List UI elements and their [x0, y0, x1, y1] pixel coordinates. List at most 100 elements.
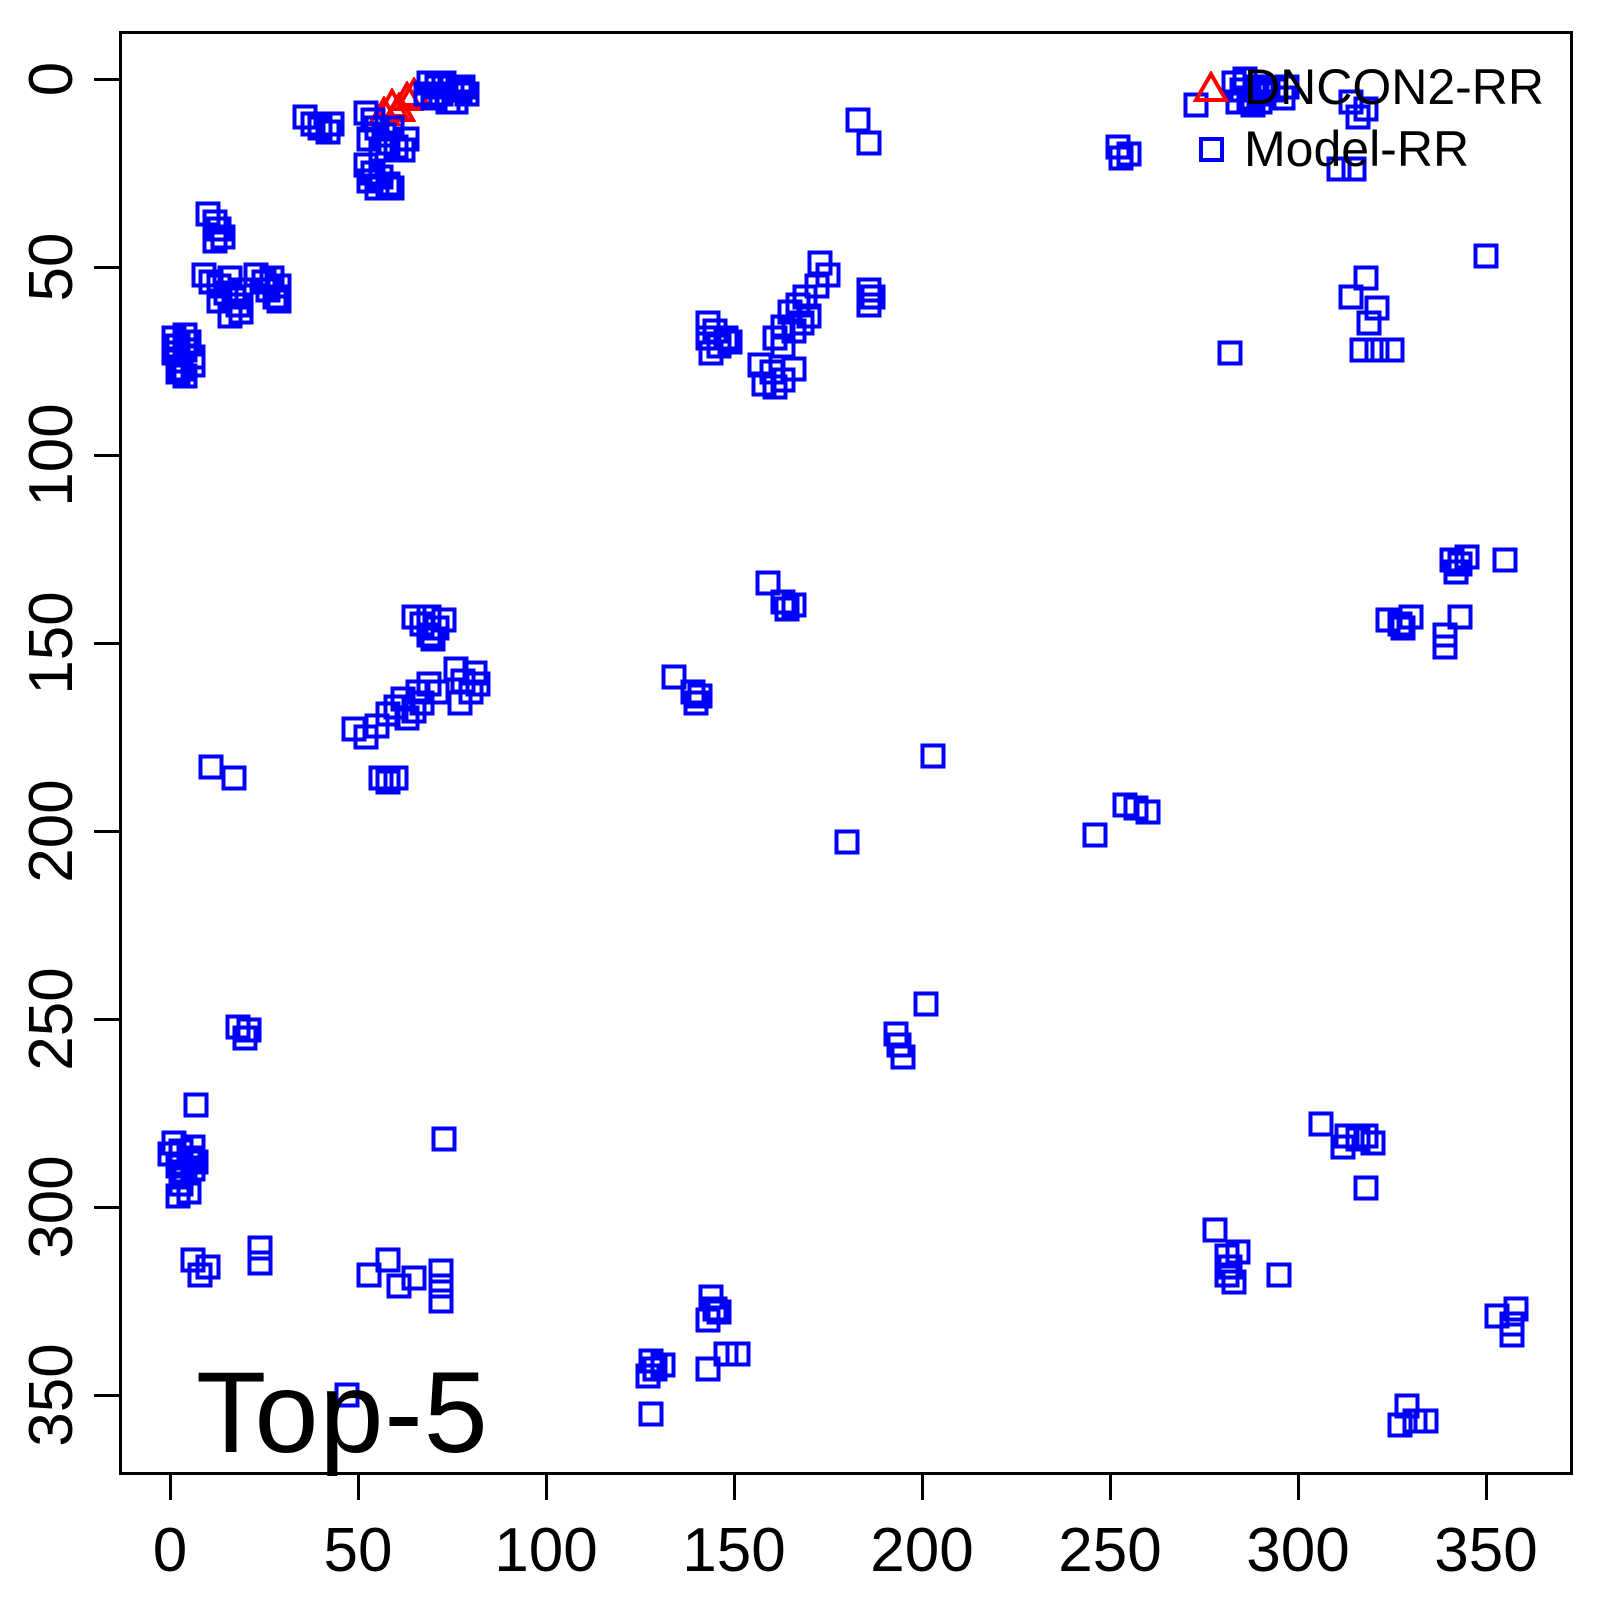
data-point-square: [1413, 1408, 1439, 1434]
data-point-square: [755, 570, 781, 596]
data-point-square: [1349, 337, 1375, 363]
data-point-square: [856, 292, 882, 318]
y-tick-mark: [94, 453, 119, 457]
data-point-square: [725, 1341, 751, 1367]
data-point-square: [465, 671, 491, 697]
data-point-square: [1353, 96, 1379, 122]
data-point-square: [687, 683, 713, 709]
legend-label-dncon2: DNCON2-RR: [1244, 59, 1544, 115]
plot-border: [119, 31, 1573, 1475]
annotation-top5: Top-5: [196, 1349, 489, 1477]
data-point-square: [762, 374, 788, 400]
data-point-square: [394, 705, 420, 731]
y-tick-label: 300: [17, 1155, 86, 1259]
data-point-square: [1108, 145, 1134, 171]
data-point-square: [394, 126, 420, 152]
data-point-square: [1217, 1254, 1243, 1280]
data-point-square: [416, 671, 442, 697]
data-point-square: [1447, 604, 1473, 630]
data-point-square: [259, 265, 285, 291]
x-tick-label: 50: [323, 1516, 393, 1585]
data-point-square: [1492, 547, 1518, 573]
data-point-square: [443, 89, 469, 115]
x-tick-mark: [544, 1475, 548, 1500]
y-tick-mark: [94, 1205, 119, 1209]
data-point-square: [165, 1183, 191, 1209]
data-point-square: [424, 679, 450, 705]
y-tick-label: 100: [17, 403, 86, 507]
x-tick-mark: [1484, 1475, 1488, 1500]
data-point-square: [717, 329, 743, 355]
data-point-square: [386, 1273, 412, 1299]
data-point-square: [183, 1092, 209, 1118]
legend-label-model: Model-RR: [1244, 121, 1470, 177]
data-point-square: [1225, 1239, 1251, 1265]
data-point-square: [706, 1299, 732, 1325]
y-tick-label: 250: [17, 967, 86, 1071]
data-point-square: [375, 701, 401, 727]
data-point-square: [1240, 92, 1266, 118]
data-point-square: [1503, 1296, 1529, 1322]
data-point-square: [1345, 104, 1371, 130]
data-point-square: [1202, 1217, 1228, 1243]
data-point-square: [183, 1149, 209, 1175]
data-point-square: [165, 359, 191, 385]
data-point-square: [232, 1025, 258, 1051]
data-point-square: [1356, 310, 1382, 336]
data-point-square: [368, 765, 394, 791]
data-point-square: [356, 1262, 382, 1288]
x-tick-mark: [920, 1475, 924, 1500]
data-point-square: [856, 277, 882, 303]
data-point-square: [661, 664, 687, 690]
y-tick-label: 0: [17, 61, 86, 97]
data-point-square: [920, 743, 946, 769]
data-point-square: [187, 1262, 213, 1288]
x-tick-label: 100: [494, 1516, 598, 1585]
y-tick-label: 50: [17, 232, 86, 302]
y-tick-mark: [94, 1393, 119, 1397]
data-point-square: [202, 228, 228, 254]
data-point-square: [845, 107, 871, 133]
y-tick-mark: [94, 1017, 119, 1021]
data-point-square: [635, 1363, 661, 1389]
data-point-square: [1135, 799, 1161, 825]
data-point-square: [375, 769, 401, 795]
data-point-square: [375, 130, 401, 156]
data-point-square: [1274, 74, 1300, 100]
data-point-square: [1330, 1134, 1356, 1160]
data-point-square: [1390, 615, 1416, 641]
data-point-square: [1221, 1269, 1247, 1295]
data-point-square: [217, 303, 243, 329]
data-point-square: [1308, 1111, 1334, 1137]
data-point-square: [383, 765, 409, 791]
y-tick-mark: [94, 829, 119, 833]
data-point-square: [375, 1247, 401, 1273]
data-point-square: [1217, 340, 1243, 366]
data-point-square: [1345, 1126, 1371, 1152]
data-point-square: [1353, 1175, 1379, 1201]
triangle-marker-icon: [1178, 71, 1244, 103]
data-point-square: [781, 356, 807, 382]
data-point-square: [390, 686, 416, 712]
data-point-square: [221, 284, 247, 310]
data-point-square: [364, 175, 390, 201]
data-point-square: [447, 690, 473, 716]
data-point-square: [713, 325, 739, 351]
data-point-square: [1432, 634, 1458, 660]
data-point-square: [1387, 1412, 1413, 1438]
data-point-square: [762, 325, 788, 351]
data-point-square: [1499, 1322, 1525, 1348]
y-tick-label: 350: [17, 1343, 86, 1447]
data-point-square: [431, 1126, 457, 1152]
data-point-square: [781, 592, 807, 618]
data-point-square: [1454, 544, 1480, 570]
data-point-square: [428, 1288, 454, 1314]
data-point-square: [1116, 141, 1142, 167]
x-tick-mark: [732, 1475, 736, 1500]
data-point-square: [416, 622, 442, 648]
data-point-square: [315, 119, 341, 145]
legend-entry-dncon2: DNCON2-RR: [1178, 56, 1544, 118]
y-tick-mark: [94, 77, 119, 81]
data-point-square: [236, 1017, 262, 1043]
